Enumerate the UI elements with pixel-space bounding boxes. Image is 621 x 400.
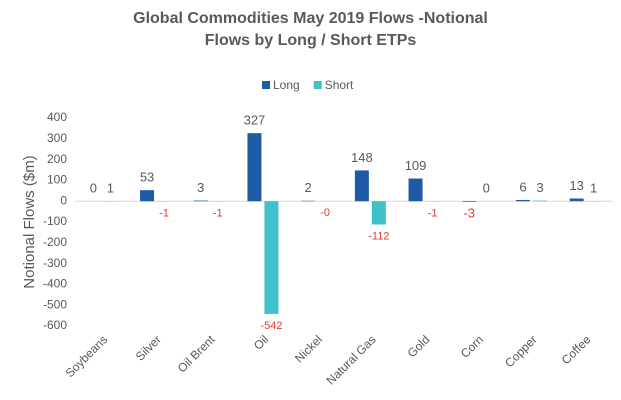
bar	[462, 201, 477, 202]
value-label: 53	[140, 170, 154, 185]
bar	[408, 178, 423, 202]
value-label: 2	[305, 180, 312, 195]
x-tick-label: Corn	[458, 332, 486, 360]
x-tick-label: Coffee	[559, 332, 594, 367]
value-label: -542	[260, 320, 282, 332]
bar	[371, 201, 386, 225]
value-label: -1	[428, 207, 438, 219]
value-label: 1	[590, 180, 597, 195]
bar	[247, 133, 262, 202]
y-tick-label: -300	[43, 256, 67, 270]
legend-label: Short	[325, 78, 354, 92]
value-label: 3	[197, 180, 204, 195]
value-label: -1	[159, 207, 169, 219]
x-tick-label: Soybeans	[63, 332, 111, 380]
chart-title: Global Commodities May 2019 Flows -Notio…	[133, 10, 488, 49]
value-label: 148	[351, 150, 373, 165]
x-tick-label: Natural Gas	[324, 332, 379, 387]
x-tick-label: Copper	[502, 332, 540, 370]
y-tick-label: -200	[43, 235, 67, 249]
value-label: 327	[244, 113, 266, 128]
bar	[264, 201, 279, 314]
value-label: 109	[405, 158, 427, 173]
y-tick-label: 0	[60, 193, 67, 207]
value-label: -112	[368, 230, 389, 242]
value-label: 6	[519, 179, 526, 194]
x-tick-label: Oil	[251, 332, 271, 352]
x-tick-label: Gold	[405, 332, 433, 360]
bar	[193, 200, 208, 202]
bar	[532, 200, 547, 202]
value-label: -1	[213, 207, 223, 219]
y-tick-label: 400	[47, 110, 67, 124]
y-tick-label: -400	[43, 277, 67, 291]
legend-swatch	[262, 81, 270, 89]
value-label: 3	[536, 180, 543, 195]
value-label: -3	[463, 205, 475, 220]
x-tick-label: Oil Brent	[175, 332, 218, 375]
y-tick-label: 100	[47, 173, 67, 187]
bar	[569, 198, 584, 202]
bar	[515, 199, 530, 202]
value-label: -0	[320, 207, 330, 219]
y-tick-label: -100	[43, 214, 67, 228]
value-label: 0	[90, 181, 97, 196]
value-label: 0	[483, 181, 490, 196]
y-tick-label: -600	[43, 318, 67, 332]
x-tick-label: Nickel	[292, 332, 325, 365]
y-axis-label: Notional Flows ($m)	[21, 155, 38, 288]
legend-swatch	[313, 81, 322, 89]
value-label: 13	[569, 178, 583, 193]
y-tick-label: 300	[47, 131, 67, 145]
bar	[354, 170, 369, 202]
x-tick-label: Silver	[133, 332, 164, 363]
y-tick-label: 200	[47, 152, 67, 166]
legend-label: Long	[273, 78, 300, 92]
value-label: 1	[107, 180, 114, 195]
bar	[140, 190, 155, 202]
y-tick-label: -500	[43, 297, 67, 311]
